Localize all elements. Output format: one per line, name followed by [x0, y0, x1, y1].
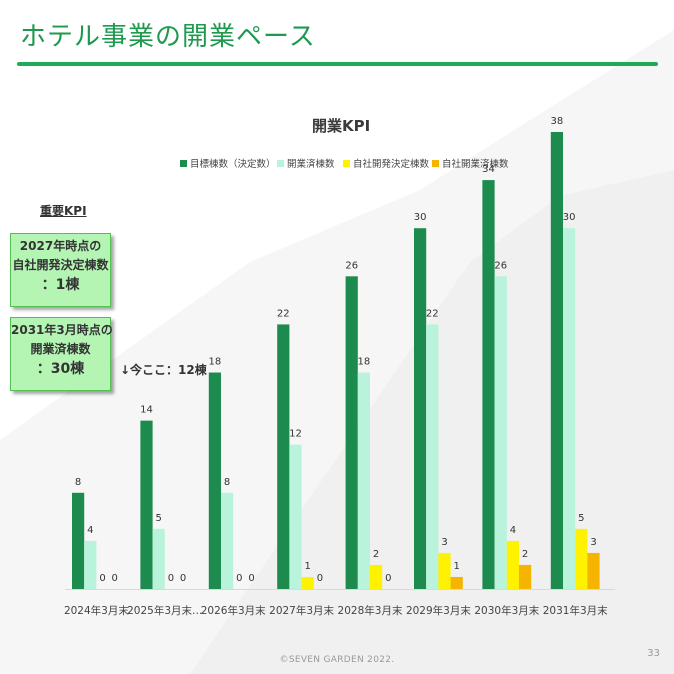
bar — [426, 324, 439, 589]
legend-item: 自社開発決定棟数 — [343, 156, 429, 170]
data-label: 12 — [289, 429, 302, 440]
x-tick-label: 2027年3月末 — [269, 604, 334, 617]
kpi-box-2031: 2031年3月時点の 開業済棟数 ：30棟 — [10, 317, 113, 391]
legend-label: 開業済棟数 — [287, 159, 335, 170]
legend-label: 自社開発決定棟数 — [353, 159, 430, 170]
legend-swatch — [277, 159, 284, 167]
bar — [587, 552, 600, 589]
data-label: 4 — [510, 525, 516, 536]
bar — [289, 444, 302, 589]
data-label: 26 — [345, 260, 358, 271]
data-label: 3 — [441, 537, 447, 548]
kpi-heading: 重要KPI — [40, 204, 87, 218]
data-label: 34 — [482, 164, 495, 175]
bar — [84, 540, 97, 589]
page-number: 33 — [647, 648, 660, 659]
bar — [357, 372, 370, 589]
data-label: 5 — [156, 513, 162, 524]
data-label: 8 — [224, 477, 230, 488]
data-label: 0 — [385, 573, 391, 584]
bar — [72, 492, 85, 589]
bar — [482, 180, 495, 589]
bar — [575, 528, 588, 589]
data-label: 2 — [522, 549, 528, 560]
x-tick-label: 2025年3月末… — [127, 604, 202, 617]
bar — [370, 564, 383, 589]
bar — [345, 276, 358, 589]
legend-item: 開業済棟数 — [277, 156, 335, 170]
data-label: 18 — [358, 357, 371, 368]
bar — [208, 372, 221, 589]
x-tick-label: 2029年3月末 — [406, 604, 471, 617]
legend-swatch — [343, 159, 350, 167]
bar — [140, 420, 153, 589]
data-label: 0 — [180, 573, 186, 584]
data-label: 0 — [248, 573, 254, 584]
data-label: 0 — [317, 573, 323, 584]
bar — [550, 132, 563, 589]
data-label: 18 — [209, 357, 222, 368]
data-label: 0 — [236, 573, 242, 584]
kpi-line: 自社開発決定棟数 — [12, 258, 109, 272]
data-label: 1 — [305, 561, 311, 572]
bar — [221, 492, 234, 589]
legend-swatch — [432, 159, 439, 167]
data-label: 0 — [99, 573, 105, 584]
bar — [494, 276, 507, 589]
bar — [563, 228, 576, 590]
copyright-footer: ©SEVEN GARDEN 2022. — [279, 655, 395, 665]
bar — [519, 564, 532, 589]
bar — [438, 552, 451, 589]
x-tick-label: 2024年3月末 — [64, 604, 129, 617]
data-label: 30 — [414, 212, 427, 223]
data-label: 14 — [140, 405, 153, 416]
x-tick-label: 2028年3月末 — [338, 604, 403, 617]
data-label: 30 — [563, 212, 576, 223]
chart-title: 開業KPI — [312, 117, 371, 135]
title-underline — [17, 62, 658, 66]
kpi-line: 開業済棟数 — [30, 342, 91, 356]
kpi-value: ：1棟 — [41, 277, 80, 293]
legend-swatch — [180, 159, 187, 167]
kpi-line: 2031年3月時点の — [11, 323, 113, 337]
data-label: 22 — [426, 308, 439, 319]
data-label: 8 — [75, 477, 81, 488]
page-title: ホテル事業の開業ペース — [20, 22, 316, 52]
data-label: 3 — [590, 537, 596, 548]
data-label: 1 — [454, 561, 460, 572]
data-label: 22 — [277, 308, 290, 319]
bar — [450, 576, 463, 589]
bar — [414, 228, 427, 590]
bar — [301, 576, 314, 589]
data-label: 2 — [373, 549, 379, 560]
x-tick-label: 2031年3月末 — [543, 604, 608, 617]
data-label: 0 — [112, 573, 118, 584]
bar — [277, 324, 290, 589]
kpi-box-2027: 2027年時点の 自社開発決定棟数 ：1棟 — [10, 233, 111, 307]
legend-item: 目標棟数（決定数） — [180, 156, 276, 170]
data-label: 5 — [578, 513, 584, 524]
x-tick-label: 2030年3月末 — [474, 604, 539, 617]
kpi-value: ：30棟 — [36, 361, 85, 377]
kpi-line: 2027年時点の — [19, 239, 102, 253]
current-position-annotation: ↓今ここ：12棟 — [120, 363, 207, 377]
bar — [152, 528, 165, 589]
data-label: 0 — [168, 573, 174, 584]
legend-item: 自社開業済棟数 — [432, 156, 509, 170]
legend-label: 目標棟数（決定数） — [190, 159, 276, 170]
data-label: 4 — [87, 525, 93, 536]
data-label: 38 — [551, 116, 564, 127]
bar — [506, 540, 519, 589]
legend-label: 自社開業済棟数 — [442, 159, 509, 170]
x-tick-label: 2026年3月末 — [201, 604, 266, 617]
data-label: 26 — [494, 260, 507, 271]
